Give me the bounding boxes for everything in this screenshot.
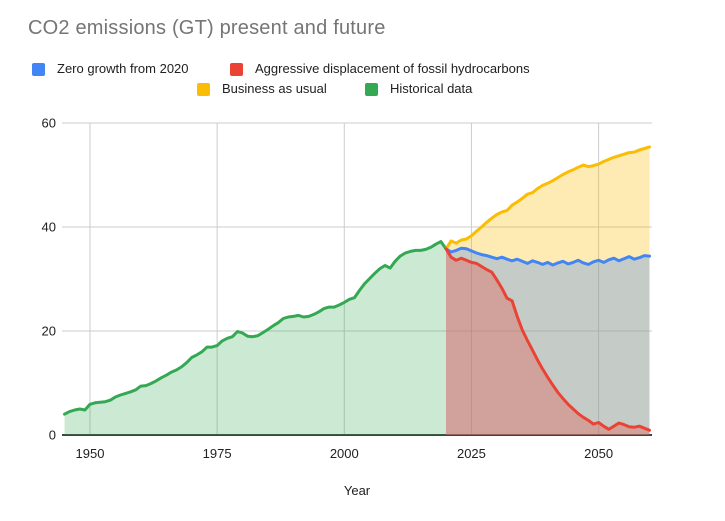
series-line-business-as-usual xyxy=(444,145,651,251)
legend-label: Historical data xyxy=(390,81,473,96)
x-tick-label: 2050 xyxy=(584,446,613,461)
legend-item-zero-growth: Zero growth from 2020 xyxy=(32,62,189,76)
area-fill-zero-growth xyxy=(446,248,650,435)
legend-swatch-historical xyxy=(365,82,378,96)
series-line-historical xyxy=(63,240,448,416)
chart-title: CO2 emissions (GT) present and future xyxy=(28,17,386,39)
series-line-zero-growth xyxy=(444,246,651,267)
x-tick-label: 1975 xyxy=(203,446,232,461)
y-tick-label: 60 xyxy=(42,116,56,131)
legend-label: Zero growth from 2020 xyxy=(57,61,189,76)
area-fill-aggressive-displacement xyxy=(446,248,650,435)
y-tick-label: 40 xyxy=(42,220,56,235)
legend-item-historical: Historical data xyxy=(365,82,472,96)
x-tick-label: 1950 xyxy=(76,446,105,461)
legend-item-business-as-usual: Business as usual xyxy=(197,82,327,96)
area-fill-historical xyxy=(64,241,446,435)
series-line-aggressive-displacement xyxy=(444,247,651,432)
legend-swatch-zero-growth xyxy=(32,62,45,76)
legend-label: Aggressive displacement of fossil hydroc… xyxy=(255,61,530,76)
legend-swatch-business-as-usual xyxy=(197,82,210,96)
x-axis-title: Year xyxy=(343,483,371,498)
legend-swatch-aggressive-displacement xyxy=(230,62,243,76)
legend-item-aggressive-displacement: Aggressive displacement of fossil hydroc… xyxy=(230,62,530,76)
x-tick-label: 2025 xyxy=(457,446,486,461)
y-tick-label: 0 xyxy=(49,428,56,443)
y-tick-label: 20 xyxy=(42,324,56,339)
area-fill-business-as-usual xyxy=(446,146,650,435)
x-tick-label: 2000 xyxy=(330,446,359,461)
legend-label: Business as usual xyxy=(222,81,327,96)
